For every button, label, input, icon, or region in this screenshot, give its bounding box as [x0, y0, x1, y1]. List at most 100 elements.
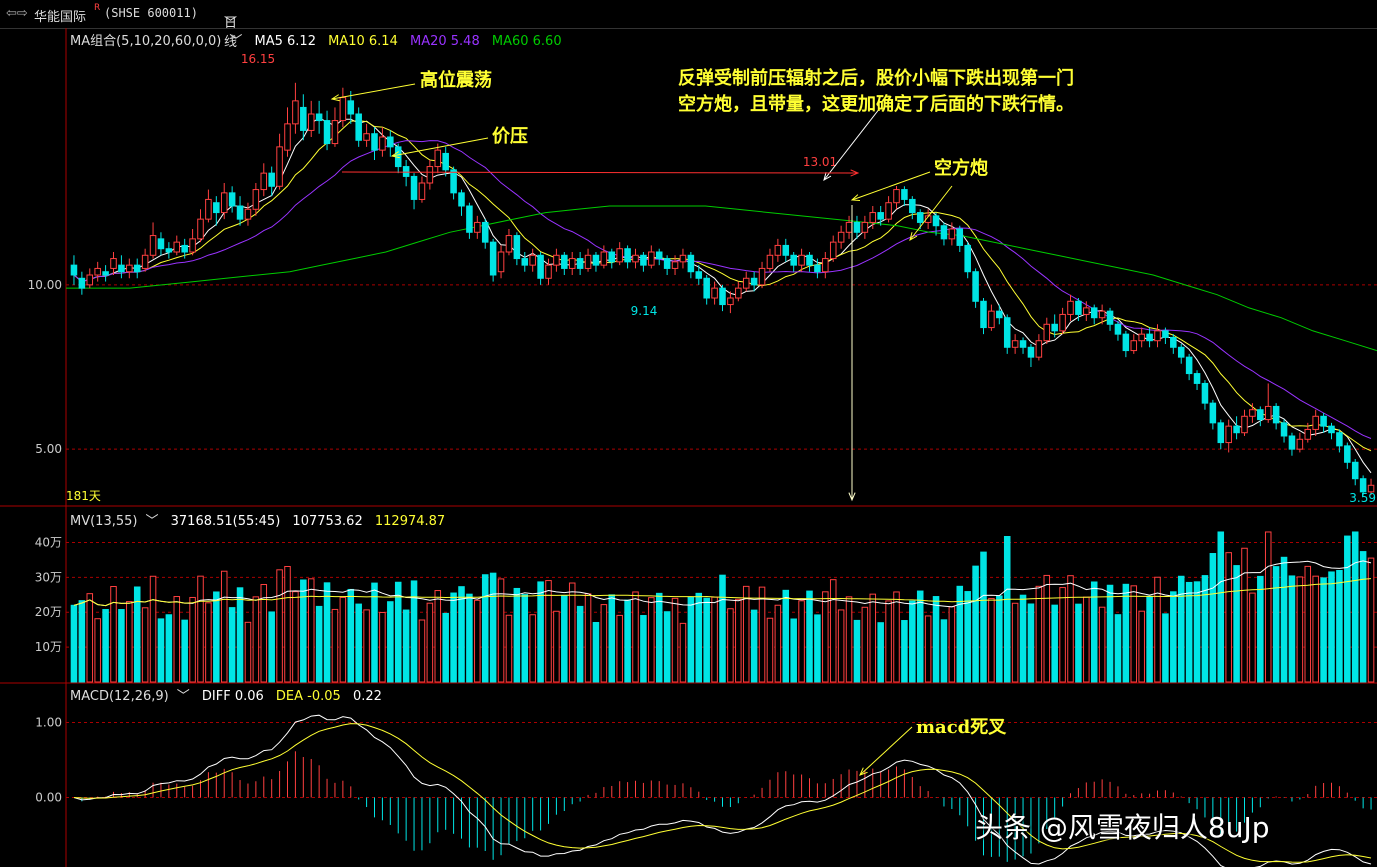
candle: [268, 172, 275, 187]
volume-bar: [837, 609, 845, 683]
candle: [1288, 435, 1296, 450]
arrow-bear-cannon-1-head: [850, 194, 861, 201]
candle: [885, 202, 892, 220]
volume-bar: [402, 609, 410, 683]
volume-indicator-select[interactable]: MV(13,55) ﹀: [70, 514, 159, 529]
volume-bar: [758, 586, 766, 683]
candle: [940, 225, 948, 240]
y-tick-label: 10万: [35, 640, 62, 654]
volume-bar: [323, 582, 331, 683]
candle: [1114, 323, 1122, 335]
annotation-rebound-line1: 反弹受制前压辐射之后，股价小幅下跌出现第一门: [678, 68, 1074, 89]
volume-bar: [616, 614, 623, 683]
candle: [133, 264, 141, 273]
candle: [252, 189, 260, 210]
volume-bar: [988, 598, 995, 683]
candle: [1059, 313, 1066, 332]
volume-bar: [719, 574, 726, 683]
volume-bar: [1272, 566, 1280, 683]
candle: [790, 254, 797, 266]
candle: [719, 287, 726, 306]
volume-bar: [798, 600, 805, 683]
volume-bar: [537, 581, 544, 683]
volume-bar: [521, 594, 529, 683]
y-tick-label: 30万: [35, 570, 62, 584]
candle: [363, 133, 370, 141]
ma60-value: MA60 6.60: [491, 34, 562, 49]
macd-diff-line: [73, 714, 1372, 867]
volume-bar: [1170, 591, 1177, 683]
volume-bar: [434, 590, 442, 683]
candle: [822, 258, 829, 273]
volume-bar: [78, 600, 86, 683]
candle: [94, 267, 101, 276]
volume-bar: [576, 605, 584, 683]
candle: [1035, 340, 1043, 358]
volume-bar: [1193, 581, 1201, 683]
days-count-label: 181天: [66, 489, 101, 503]
macd-indicator-select[interactable]: MACD(12,26,9) ﹀: [70, 689, 190, 704]
volume-bar: [1201, 575, 1209, 683]
volume-bar: [1114, 614, 1122, 683]
ma-indicator-select[interactable]: MA组合(5,10,20,60,0,0) ﹀: [70, 34, 243, 49]
volume-indicator-label: MV(13,55): [70, 514, 138, 529]
candle: [1051, 323, 1058, 332]
candle: [126, 264, 133, 273]
candle: [379, 136, 386, 151]
volume-bar: [806, 590, 813, 683]
title-bar: ⇦⇨ 华能国际 R (SHSE 600011) 日线 ﹀: [0, 0, 1377, 50]
stock-name: 华能国际: [34, 10, 87, 25]
candle: [663, 258, 671, 269]
candle: [466, 205, 473, 233]
candle: [584, 254, 592, 269]
volume-bar: [996, 595, 1003, 683]
resistance-line-head: [850, 169, 860, 177]
candle: [1130, 340, 1138, 352]
volume-bar: [1059, 587, 1066, 683]
candle: [442, 152, 449, 171]
candle: [102, 271, 109, 276]
volume-bar: [379, 611, 386, 683]
candle: [616, 248, 623, 263]
arrow-high-oscillation: [331, 83, 416, 100]
volume-bar: [924, 615, 932, 683]
candle: [996, 310, 1003, 319]
mid-high-price-label: 13.01: [803, 155, 837, 169]
arrows-icon[interactable]: ⇦⇨: [6, 6, 28, 21]
volume-bar: [1003, 536, 1011, 683]
candle: [213, 202, 220, 214]
volume-value-2: 107753.62: [292, 514, 363, 529]
volume-bar: [450, 592, 457, 683]
volume-bar: [307, 578, 315, 683]
volume-bar: [1162, 613, 1169, 683]
volume-bar: [1249, 592, 1256, 683]
stock-badge: R: [94, 3, 101, 13]
candle: [355, 113, 362, 141]
candle: [679, 254, 687, 263]
candle: [814, 264, 821, 273]
candle: [426, 166, 434, 184]
macd-indicator-label: MACD(12,26,9): [70, 689, 169, 704]
volume-bar: [972, 565, 979, 683]
volume-bar: [932, 596, 940, 683]
volume-bar: [655, 592, 663, 683]
candle: [1177, 346, 1185, 358]
candle: [197, 218, 204, 240]
candle: [1003, 317, 1011, 348]
volume-bar: [1138, 610, 1145, 683]
candle: [742, 277, 750, 289]
volume-bar: [885, 600, 892, 683]
candle: [157, 238, 165, 250]
volume-bar: [1367, 557, 1375, 683]
candle: [1138, 333, 1145, 342]
watermark: 头条 @风雪夜归人8uJp: [975, 811, 1270, 844]
candle: [1280, 422, 1288, 437]
candle: [1027, 346, 1035, 358]
volume-bar: [133, 586, 141, 683]
candle: [1011, 340, 1019, 348]
volume-bar: [790, 618, 797, 683]
dea-value: DEA -0.05: [275, 689, 341, 704]
candle: [489, 241, 497, 276]
candle: [1272, 405, 1280, 424]
